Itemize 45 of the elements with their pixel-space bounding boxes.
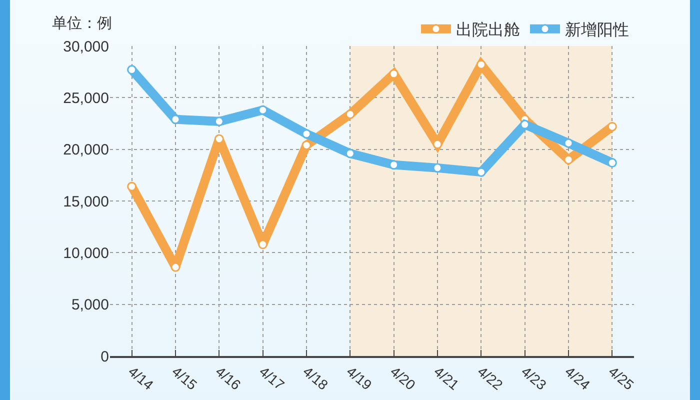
- point: [607, 122, 617, 132]
- x-tick-label: 4/20: [387, 363, 419, 394]
- y-tick-label: 5,000: [71, 296, 109, 314]
- y-tick-label: 10,000: [63, 244, 109, 262]
- y-tick-label: 20,000: [63, 142, 109, 159]
- y-tick-label: 25,000: [63, 90, 109, 107]
- x-tick-label: 4/19: [344, 363, 376, 394]
- point: [389, 69, 399, 79]
- x-tick-label: 4/21: [431, 363, 462, 394]
- point: [520, 120, 530, 130]
- point: [170, 114, 180, 124]
- point: [258, 240, 268, 250]
- point: [345, 148, 355, 158]
- point: [302, 140, 312, 150]
- point: [302, 129, 312, 139]
- point: [345, 109, 355, 119]
- legend-label: 出院出舱: [456, 21, 520, 40]
- point: [432, 163, 442, 173]
- x-tick-label: 4/25: [606, 363, 638, 394]
- x-tick-label: 4/14: [125, 363, 157, 394]
- point: [214, 116, 224, 126]
- y-axis-title: 单位：例: [52, 15, 112, 32]
- x-tick-label: 4/22: [474, 363, 506, 394]
- x-tick-label: 4/24: [562, 363, 594, 394]
- point: [258, 105, 268, 115]
- point: [170, 262, 180, 272]
- point: [564, 138, 574, 148]
- point: [389, 160, 399, 170]
- point: [476, 167, 486, 177]
- y-tick-label: 0: [100, 348, 109, 366]
- point: [214, 134, 224, 144]
- point: [564, 154, 574, 164]
- x-tick-label: 4/23: [518, 363, 550, 394]
- point: [476, 60, 486, 70]
- point: [607, 158, 617, 168]
- x-tick-label: 4/18: [300, 363, 332, 394]
- x-tick-label: 4/17: [256, 363, 288, 394]
- legend-label: 新增阳性: [565, 21, 629, 40]
- point: [127, 65, 137, 75]
- point: [432, 139, 442, 149]
- x-tick-label: 4/15: [169, 363, 200, 394]
- x-tick-label: 4/16: [212, 363, 244, 394]
- y-tick-label: 30,000: [63, 38, 109, 56]
- y-tick-label: 15,000: [63, 193, 109, 210]
- point: [127, 182, 137, 192]
